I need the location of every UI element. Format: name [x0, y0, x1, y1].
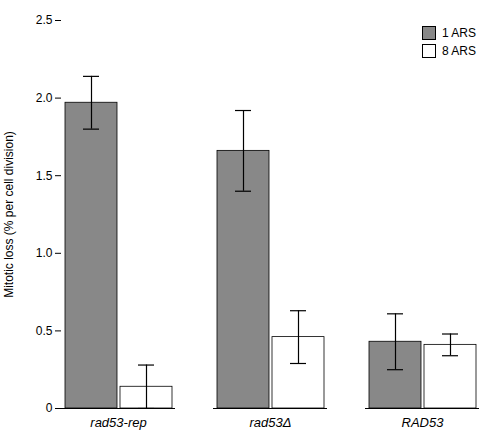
svg-text:0: 0 — [46, 401, 53, 415]
svg-text:rad53Δ: rad53Δ — [250, 415, 292, 430]
svg-text:rad53-rep: rad53-rep — [90, 415, 146, 430]
svg-text:2.5: 2.5 — [36, 13, 53, 27]
svg-text:1.0: 1.0 — [36, 246, 53, 260]
svg-text:2.0: 2.0 — [36, 91, 53, 105]
svg-text:1.5: 1.5 — [36, 169, 53, 183]
svg-text:Mitotic loss (% per cell divis: Mitotic loss (% per cell division) — [2, 131, 16, 298]
html-text:8 ARS: 8 ARS — [442, 44, 476, 58]
html-text:1 ARS: 1 ARS — [442, 26, 476, 40]
svg-text:0.5: 0.5 — [36, 324, 53, 338]
svg-text:RAD53: RAD53 — [402, 415, 445, 430]
